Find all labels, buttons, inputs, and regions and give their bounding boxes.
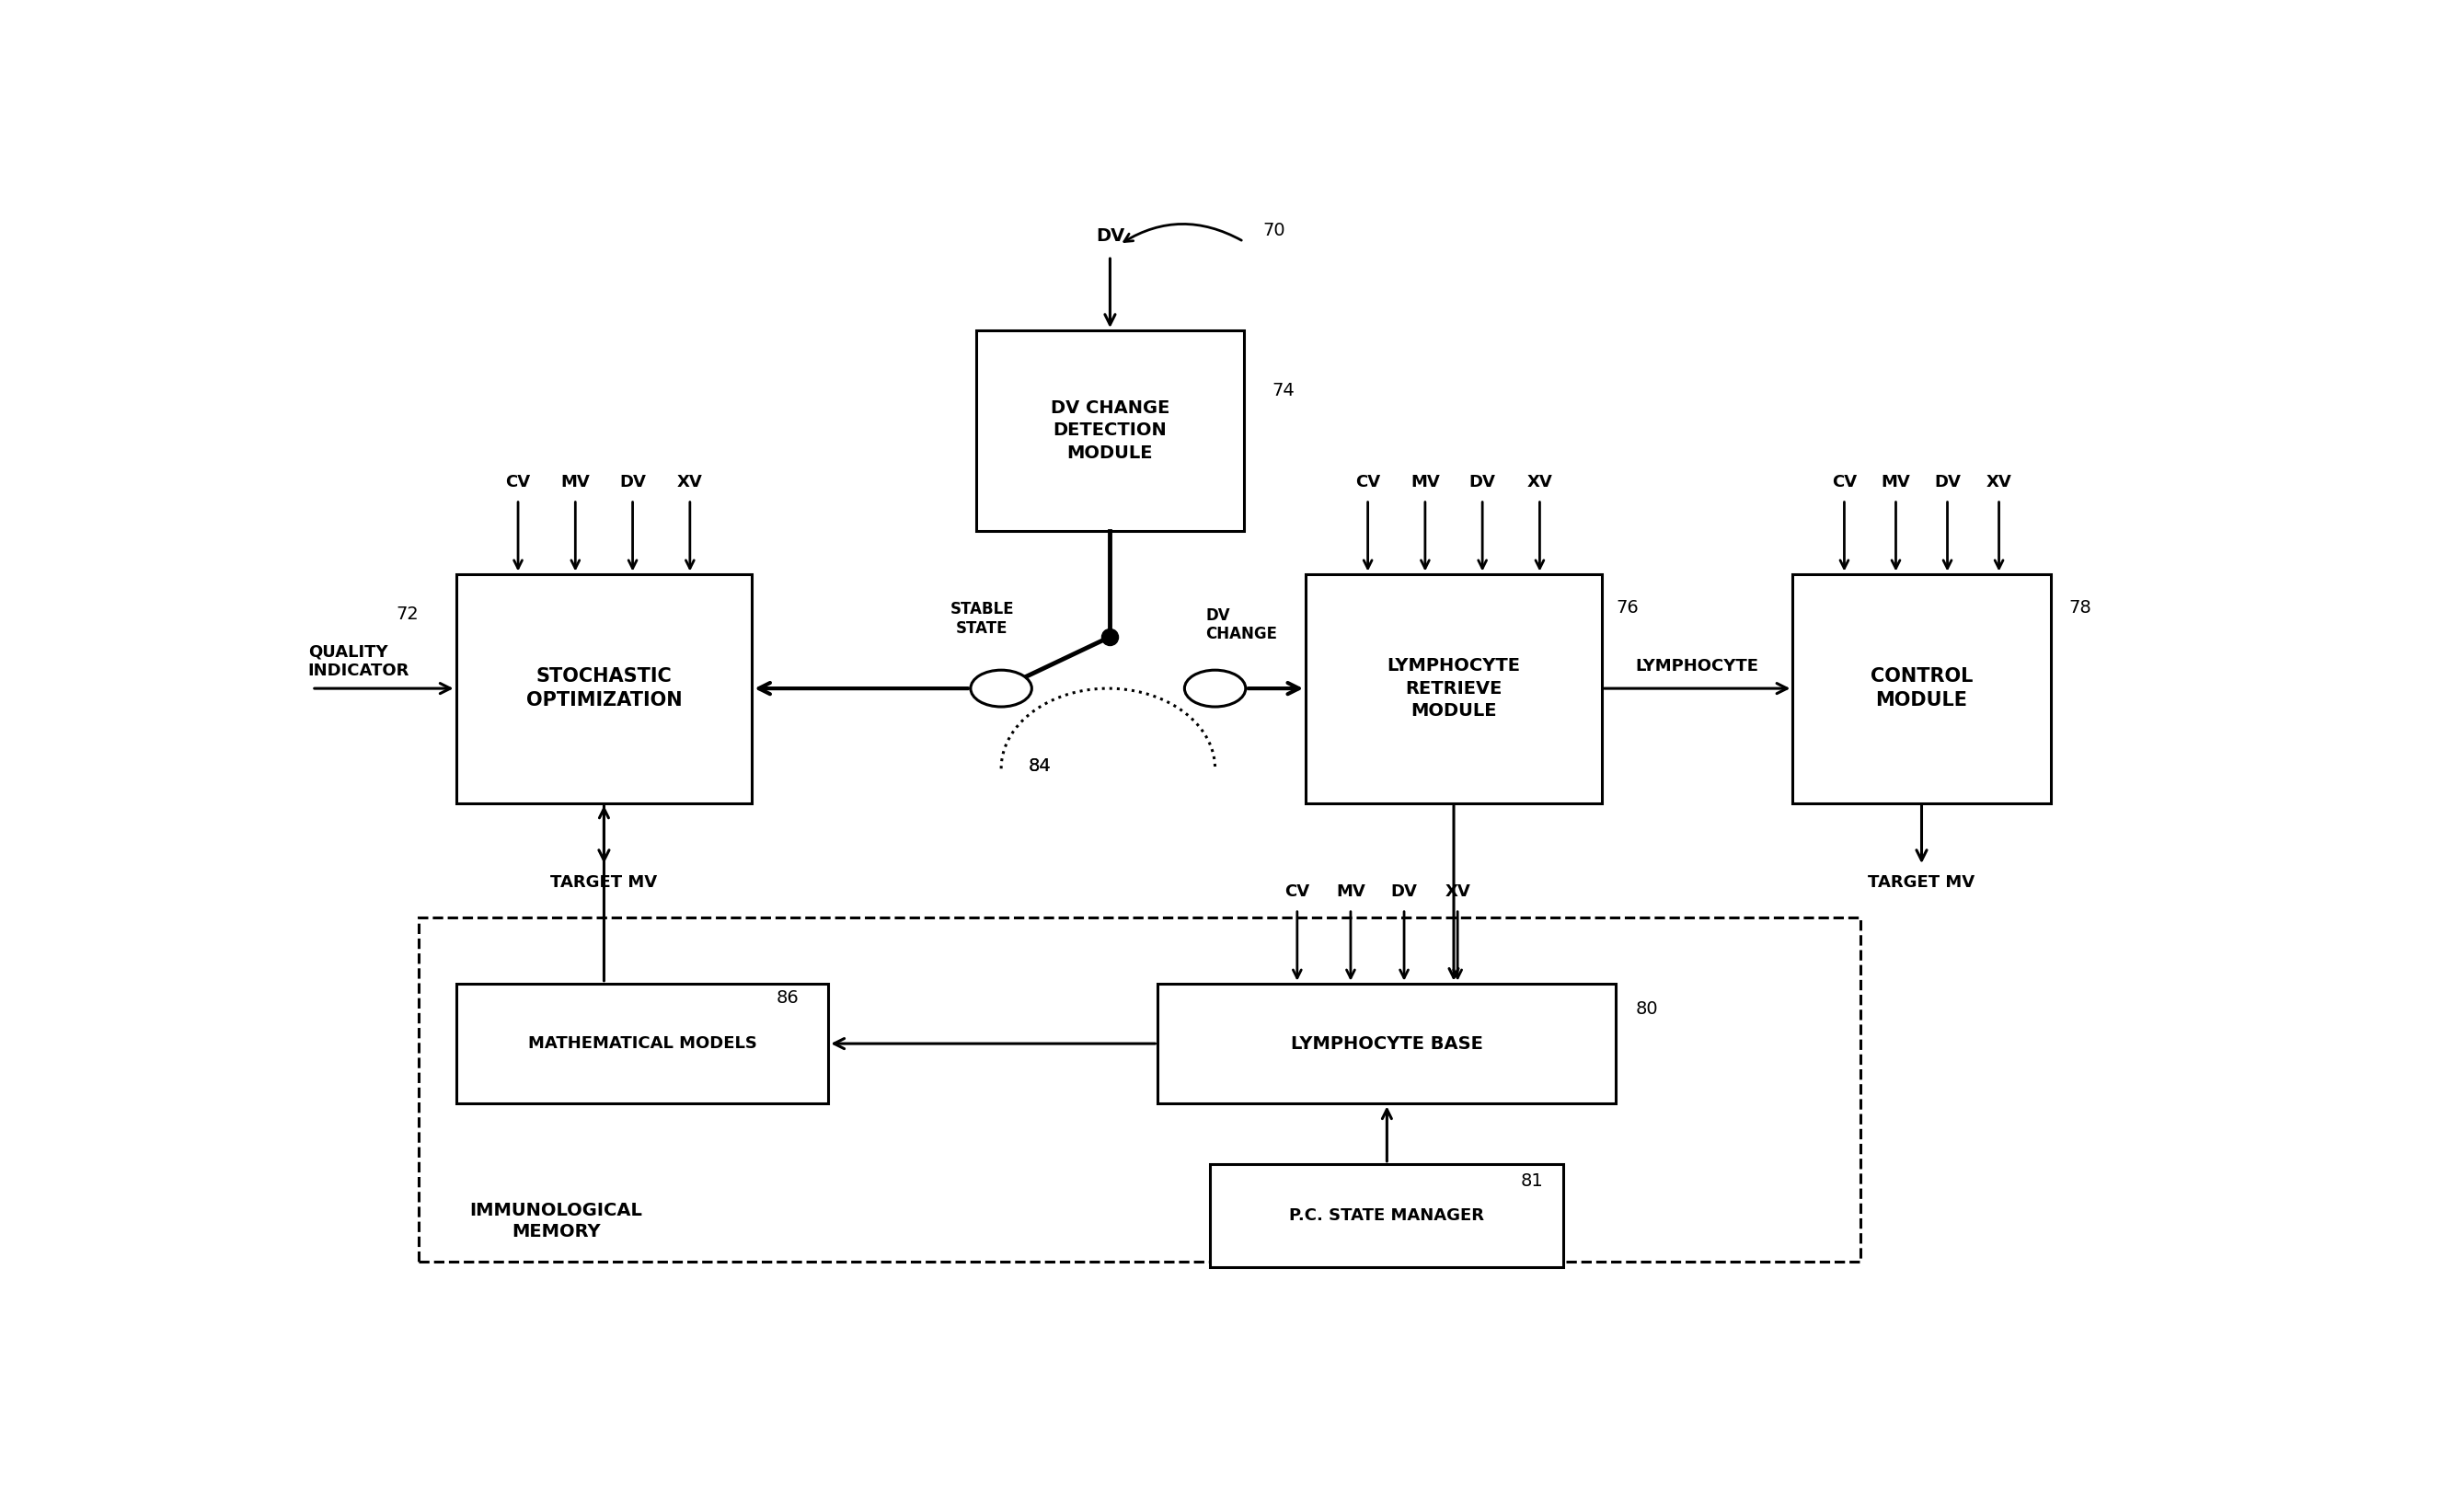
FancyBboxPatch shape: [1306, 574, 1602, 804]
Text: 72: 72: [397, 606, 419, 622]
Text: STOCHASTIC
OPTIMIZATION: STOCHASTIC OPTIMIZATION: [525, 668, 683, 710]
Text: 84: 84: [1027, 757, 1050, 775]
Text: CV: CV: [1831, 473, 1858, 490]
Text: MV: MV: [1409, 473, 1439, 490]
Text: DV: DV: [618, 473, 646, 490]
Text: TARGET MV: TARGET MV: [1868, 873, 1976, 891]
Text: DV: DV: [1390, 884, 1417, 900]
Text: MATHEMATICAL MODELS: MATHEMATICAL MODELS: [527, 1036, 756, 1052]
Text: TARGET MV: TARGET MV: [549, 873, 658, 891]
Text: MV: MV: [1880, 473, 1910, 490]
Text: QUALITY
INDICATOR: QUALITY INDICATOR: [308, 643, 409, 679]
Text: MV: MV: [1335, 884, 1365, 900]
Text: 84: 84: [1027, 757, 1050, 775]
Text: XV: XV: [678, 473, 702, 490]
Text: P.C. STATE MANAGER: P.C. STATE MANAGER: [1289, 1207, 1483, 1223]
Text: DV: DV: [1934, 473, 1961, 490]
Text: STABLE
STATE: STABLE STATE: [951, 601, 1015, 637]
FancyBboxPatch shape: [976, 330, 1244, 531]
Text: MV: MV: [562, 473, 589, 490]
Text: CV: CV: [1284, 884, 1311, 900]
FancyBboxPatch shape: [456, 984, 828, 1104]
Text: 78: 78: [2070, 600, 2092, 618]
Text: XV: XV: [1986, 473, 2011, 490]
Text: 86: 86: [776, 990, 798, 1006]
FancyBboxPatch shape: [1158, 984, 1616, 1104]
Text: DV
CHANGE: DV CHANGE: [1205, 607, 1276, 643]
Text: LYMPHOCYTE
RETRIEVE
MODULE: LYMPHOCYTE RETRIEVE MODULE: [1387, 658, 1520, 720]
Text: 80: 80: [1636, 1000, 1658, 1018]
FancyBboxPatch shape: [456, 574, 752, 804]
FancyBboxPatch shape: [1210, 1164, 1565, 1268]
Text: IMMUNOLOGICAL
MEMORY: IMMUNOLOGICAL MEMORY: [471, 1202, 643, 1241]
Text: XV: XV: [1528, 473, 1552, 490]
Text: 81: 81: [1520, 1173, 1542, 1190]
Circle shape: [971, 670, 1032, 707]
Text: DV CHANGE
DETECTION
MODULE: DV CHANGE DETECTION MODULE: [1050, 400, 1170, 461]
Text: 76: 76: [1616, 600, 1639, 618]
Text: 74: 74: [1271, 382, 1296, 399]
Text: CV: CV: [1355, 473, 1380, 490]
Text: CONTROL
MODULE: CONTROL MODULE: [1870, 668, 1974, 710]
FancyBboxPatch shape: [1794, 574, 2050, 804]
Text: XV: XV: [1444, 884, 1471, 900]
Text: CV: CV: [505, 473, 530, 490]
Text: DV: DV: [1096, 228, 1124, 244]
Text: LYMPHOCYTE BASE: LYMPHOCYTE BASE: [1291, 1034, 1483, 1052]
Text: DV: DV: [1469, 473, 1496, 490]
Circle shape: [1185, 670, 1247, 707]
Text: LYMPHOCYTE: LYMPHOCYTE: [1636, 658, 1759, 674]
Text: 70: 70: [1264, 222, 1286, 240]
